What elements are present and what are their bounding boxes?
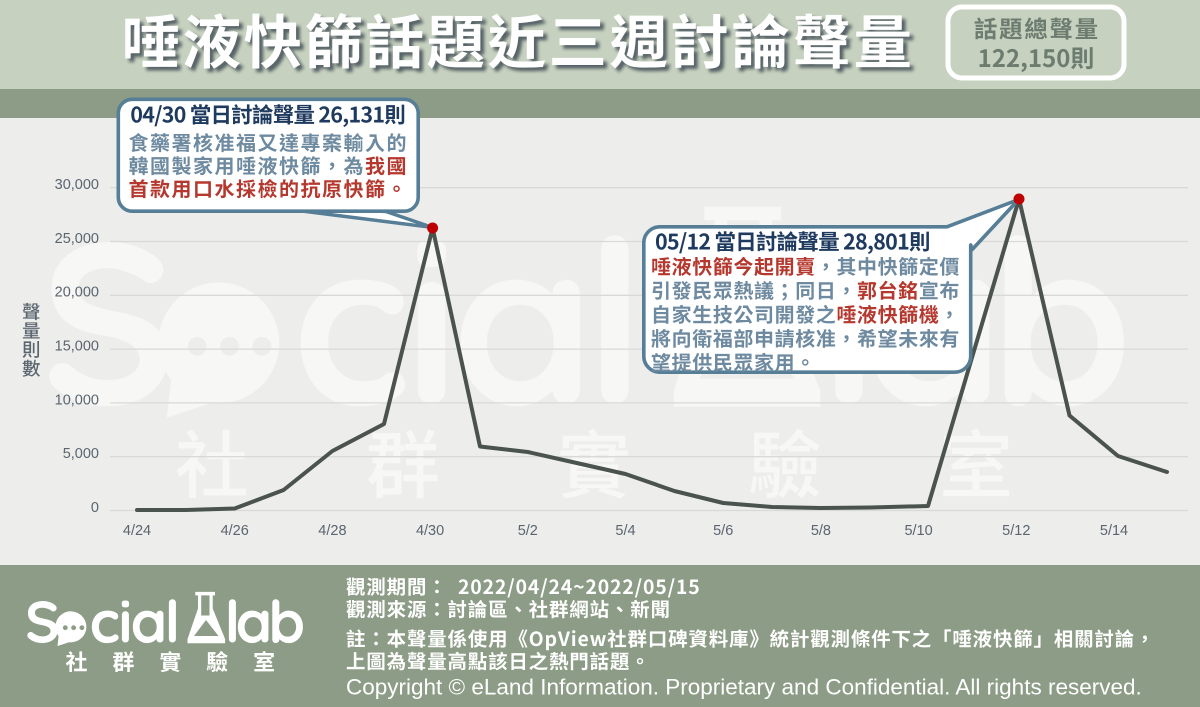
svg-text:4/30: 4/30 (416, 523, 444, 539)
svg-text:25,000: 25,000 (55, 231, 99, 247)
svg-text:5/12: 5/12 (1002, 523, 1030, 539)
svg-text:5/8: 5/8 (811, 523, 831, 539)
svg-text:0: 0 (91, 500, 99, 516)
svg-text:4/26: 4/26 (221, 523, 249, 539)
svg-text:15,000: 15,000 (55, 339, 99, 355)
svg-text:5/4: 5/4 (615, 523, 635, 539)
svg-text:Copyright © eLand Information.: Copyright © eLand Information. Proprieta… (346, 675, 1142, 700)
svg-text:5/14: 5/14 (1100, 523, 1128, 539)
svg-text:5/10: 5/10 (904, 523, 932, 539)
svg-text:30,000: 30,000 (55, 177, 99, 193)
svg-text:5/2: 5/2 (518, 523, 538, 539)
svg-text:5/6: 5/6 (713, 523, 733, 539)
svg-text:4/28: 4/28 (318, 523, 346, 539)
svg-text:20,000: 20,000 (55, 285, 99, 301)
svg-text:5,000: 5,000 (63, 446, 99, 462)
svg-text:10,000: 10,000 (55, 392, 99, 408)
svg-text:4/24: 4/24 (123, 523, 151, 539)
